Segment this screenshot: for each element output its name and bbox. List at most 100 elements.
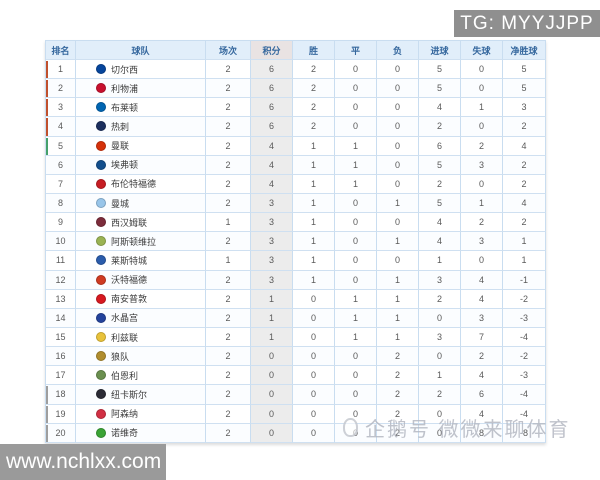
stat-cell-draw: 0 bbox=[335, 213, 377, 233]
stat-cell-points: 1 bbox=[251, 289, 293, 309]
stat-cell-win: 2 bbox=[293, 117, 335, 137]
stat-cell-goals_against: 2 bbox=[461, 213, 503, 233]
header-col-team: 球队 bbox=[76, 41, 206, 60]
stat-cell-goals_for: 0 bbox=[419, 308, 461, 328]
stat-cell-goal_diff: -4 bbox=[503, 327, 546, 348]
team-badge-icon bbox=[96, 217, 106, 228]
stat-cell-goals_for: 3 bbox=[419, 327, 461, 348]
stat-cell-draw: 0 bbox=[335, 251, 377, 271]
stat-cell-goals_against: 2 bbox=[461, 136, 503, 156]
stat-cell-goals_for: 2 bbox=[419, 174, 461, 194]
stat-cell-win: 1 bbox=[293, 193, 335, 214]
team-name: 热刺 bbox=[111, 121, 130, 132]
stat-cell-loss: 0 bbox=[377, 251, 419, 271]
stat-cell-rank: 1 bbox=[46, 60, 76, 80]
stat-cell-played: 2 bbox=[206, 98, 251, 118]
stat-cell-goals_for: 3 bbox=[419, 270, 461, 290]
stat-cell-goal_diff: -8 bbox=[503, 423, 546, 443]
stat-cell-goals_against: 3 bbox=[461, 232, 503, 252]
stat-cell-goal_diff: -1 bbox=[503, 270, 546, 290]
team-name: 利物浦 bbox=[111, 83, 139, 94]
team-name: 阿斯顿维拉 bbox=[111, 236, 157, 247]
league-standings-table: 排名 球队 场次 积分胜平负进球 失球 净胜球 1 切尔西 2 6 2 0 0 5 0 5 2 利物浦 2 6 2 0 0… bbox=[45, 40, 546, 443]
stat-cell-rank: 11 bbox=[46, 251, 76, 271]
stat-cell-points: 6 bbox=[251, 117, 293, 137]
table-row: 7 布伦特福德 2 4 1 1 0 2 0 2 bbox=[46, 174, 546, 194]
stat-cell-loss: 2 bbox=[377, 385, 419, 405]
stat-cell-goal_diff: 3 bbox=[503, 98, 546, 118]
team-name: 诺维奇 bbox=[111, 428, 139, 439]
team-name: 阿森纳 bbox=[111, 409, 139, 420]
stat-cell-rank: 13 bbox=[46, 289, 76, 309]
team-cell: 纽卡斯尔 bbox=[76, 385, 206, 405]
team-badge-icon bbox=[96, 236, 106, 247]
stat-cell-rank: 2 bbox=[46, 79, 76, 99]
team-name: 莱斯特城 bbox=[111, 255, 148, 266]
stat-cell-win: 0 bbox=[293, 385, 335, 405]
stat-cell-goal_diff: -2 bbox=[503, 289, 546, 309]
stat-cell-draw: 1 bbox=[335, 155, 377, 175]
stat-cell-goal_diff: -2 bbox=[503, 347, 546, 367]
stat-cell-win: 1 bbox=[293, 155, 335, 175]
stat-cell-goals_for: 6 bbox=[419, 136, 461, 156]
header-col-played: 场次 bbox=[206, 41, 251, 60]
table-row: 6 埃弗顿 2 4 1 1 0 5 3 2 bbox=[46, 155, 546, 175]
stat-cell-goals_against: 0 bbox=[461, 251, 503, 271]
header-col-loss: 负 bbox=[377, 41, 419, 60]
team-cell: 西汉姆联 bbox=[76, 213, 206, 233]
stat-cell-loss: 1 bbox=[377, 308, 419, 328]
stat-cell-goals_against: 0 bbox=[461, 117, 503, 137]
team-cell: 埃弗顿 bbox=[76, 155, 206, 175]
stat-cell-goal_diff: 4 bbox=[503, 136, 546, 156]
team-cell: 切尔西 bbox=[76, 60, 206, 80]
team-name: 利兹联 bbox=[111, 332, 139, 343]
stat-cell-goals_for: 2 bbox=[419, 385, 461, 405]
stat-cell-played: 2 bbox=[206, 289, 251, 309]
stat-cell-points: 0 bbox=[251, 366, 293, 386]
stat-cell-draw: 0 bbox=[335, 404, 377, 424]
team-name: 沃特福德 bbox=[111, 275, 148, 286]
table-row: 17 伯恩利 2 0 0 0 2 1 4 -3 bbox=[46, 366, 546, 386]
stat-cell-draw: 0 bbox=[335, 60, 377, 80]
team-badge-icon bbox=[96, 255, 106, 266]
stat-cell-goals_against: 8 bbox=[461, 423, 503, 443]
team-badge-icon bbox=[96, 370, 106, 381]
team-badge-icon bbox=[96, 140, 106, 151]
stat-cell-draw: 1 bbox=[335, 174, 377, 194]
stat-cell-win: 0 bbox=[293, 423, 335, 443]
stat-cell-loss: 1 bbox=[377, 270, 419, 290]
team-badge-icon bbox=[96, 274, 106, 285]
team-name: 南安普敦 bbox=[111, 294, 148, 305]
stat-cell-rank: 19 bbox=[46, 404, 76, 424]
table-row: 5 曼联 2 4 1 1 0 6 2 4 bbox=[46, 136, 546, 156]
stat-cell-win: 0 bbox=[293, 289, 335, 309]
stat-cell-rank: 5 bbox=[46, 136, 76, 156]
team-cell: 曼城 bbox=[76, 193, 206, 214]
stat-cell-win: 1 bbox=[293, 174, 335, 194]
stat-cell-goal_diff: 1 bbox=[503, 251, 546, 271]
stat-cell-played: 2 bbox=[206, 308, 251, 328]
stat-cell-played: 1 bbox=[206, 213, 251, 233]
stat-cell-win: 0 bbox=[293, 327, 335, 348]
stat-cell-points: 6 bbox=[251, 79, 293, 99]
stat-cell-win: 1 bbox=[293, 270, 335, 290]
team-name: 狼队 bbox=[111, 351, 130, 362]
stat-cell-goal_diff: 2 bbox=[503, 117, 546, 137]
table-row: 16 狼队 2 0 0 0 2 0 2 -2 bbox=[46, 347, 546, 367]
stat-cell-loss: 0 bbox=[377, 136, 419, 156]
team-badge-icon bbox=[96, 198, 106, 209]
stat-cell-rank: 6 bbox=[46, 155, 76, 175]
table-row: 9 西汉姆联 1 3 1 0 0 4 2 2 bbox=[46, 213, 546, 233]
team-badge-icon bbox=[96, 83, 106, 94]
stat-cell-goals_against: 7 bbox=[461, 327, 503, 348]
stat-cell-points: 0 bbox=[251, 347, 293, 367]
stat-cell-loss: 0 bbox=[377, 98, 419, 118]
stat-cell-draw: 1 bbox=[335, 327, 377, 348]
team-name: 切尔西 bbox=[111, 64, 139, 75]
stat-cell-goals_for: 4 bbox=[419, 232, 461, 252]
stat-cell-rank: 12 bbox=[46, 270, 76, 290]
team-cell: 沃特福德 bbox=[76, 270, 206, 290]
stat-cell-points: 0 bbox=[251, 385, 293, 405]
stat-cell-win: 0 bbox=[293, 308, 335, 328]
stat-cell-goals_against: 4 bbox=[461, 366, 503, 386]
